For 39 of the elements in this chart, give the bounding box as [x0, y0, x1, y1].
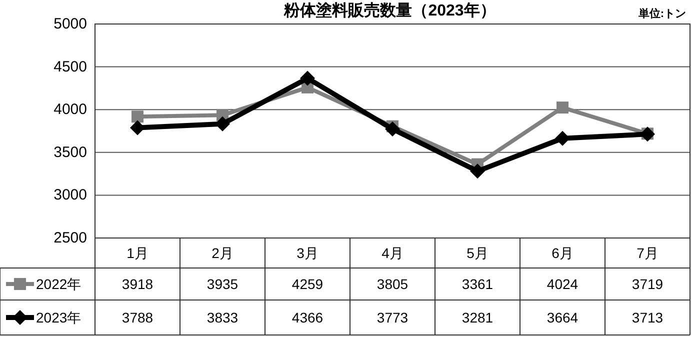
data-label: 3833 [206, 310, 238, 326]
y-tick-label: 4000 [54, 101, 87, 118]
point [555, 130, 570, 146]
x-tick-label: 1月 [126, 245, 148, 261]
point [130, 120, 145, 136]
data-label: 3361 [462, 276, 494, 292]
y-tick-label: 3500 [54, 144, 87, 161]
point [215, 116, 230, 132]
text: 単位:トン [637, 7, 686, 20]
data-label: 3918 [122, 276, 154, 292]
data-label: 3788 [122, 310, 154, 326]
y-tick-label: 2500 [54, 230, 87, 246]
y-tick-label: 4500 [54, 58, 87, 76]
data-label: 3935 [206, 276, 238, 292]
chart-title: 粉体塗料販売数量（2023年） [283, 2, 496, 20]
data-label: 4366 [292, 310, 324, 326]
x-tick-label: 5月 [466, 245, 488, 261]
x-tick-label: 6月 [552, 245, 574, 261]
point [132, 110, 144, 123]
data-label: 3281 [462, 310, 494, 326]
y-tick-label: 5000 [54, 16, 87, 32]
x-tick-label: 4月 [382, 245, 404, 261]
legend-label: 2023年 [36, 310, 82, 326]
x-tick-label: 2月 [212, 245, 234, 261]
data-label: 3713 [632, 310, 664, 326]
point [385, 122, 400, 137]
data-label: 3719 [632, 276, 664, 292]
x-tick-label: 7月 [636, 245, 658, 261]
x-tick-label: 3月 [296, 245, 318, 261]
data-label: 4259 [292, 276, 324, 292]
point [470, 164, 485, 179]
data-label: 3664 [546, 310, 578, 326]
data-label: 4024 [546, 276, 578, 292]
y-tick-label: 3000 [54, 186, 87, 204]
legend-label: 2022年 [36, 276, 82, 292]
data-label: 3773 [376, 310, 408, 326]
data-label: 3805 [376, 276, 408, 292]
point [556, 102, 568, 114]
point [300, 70, 315, 86]
